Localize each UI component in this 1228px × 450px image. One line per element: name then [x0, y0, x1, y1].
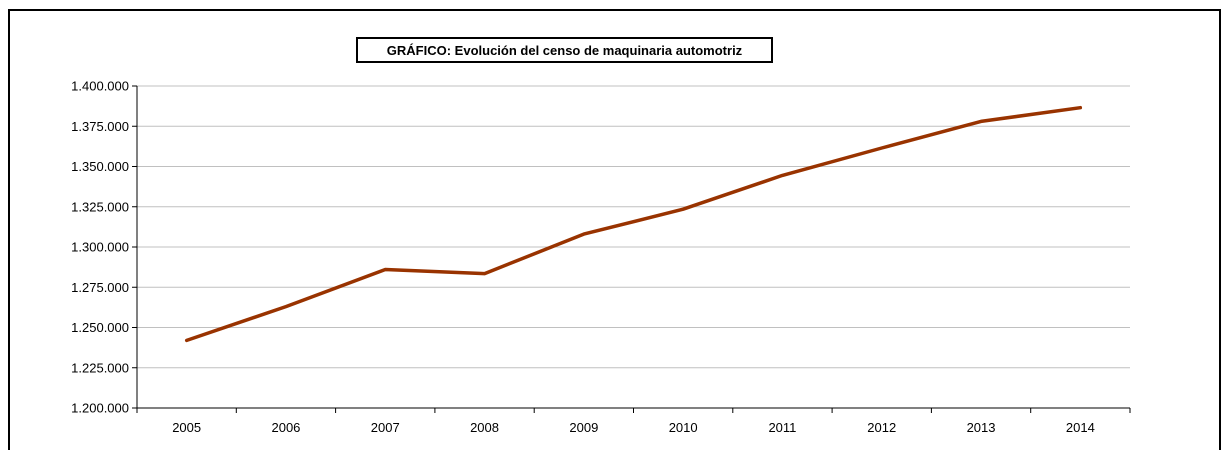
y-tick-label: 1.250.000 — [71, 320, 129, 335]
chart-title: GRÁFICO: Evolución del censo de maquinar… — [387, 43, 743, 58]
y-tick-label: 1.200.000 — [71, 401, 129, 416]
y-tick-label: 1.300.000 — [71, 240, 129, 255]
x-tick-label: 2010 — [669, 420, 698, 435]
x-tick-label: 2006 — [271, 420, 300, 435]
x-tick-label: 2013 — [967, 420, 996, 435]
y-tick-label: 1.375.000 — [71, 119, 129, 134]
y-tick-label: 1.400.000 — [71, 79, 129, 94]
chart-title-group: GRÁFICO: Evolución del censo de maquinar… — [356, 37, 773, 63]
x-tick-label: 2009 — [569, 420, 598, 435]
y-tick-label: 1.325.000 — [71, 199, 129, 214]
y-tick-labels: 1.200.000 1.225.000 1.250.000 1.275.000 1.30… — [71, 79, 129, 416]
chart-title-box — [356, 37, 773, 63]
x-tick-label: 2011 — [768, 420, 796, 435]
x-tick-label: 2005 — [172, 420, 201, 435]
x-tick-labels: 2005 2006 2007 2008 2009 2010 2011 2012 2013 2014 — [172, 420, 1095, 435]
x-tick-label: 2014 — [1066, 420, 1095, 435]
x-tick-label: 2012 — [867, 420, 896, 435]
series — [184, 105, 1083, 343]
gridlines — [137, 85, 1130, 369]
y-tick-label: 1.225.000 — [71, 360, 129, 375]
y-tick-label: 1.350.000 — [71, 159, 129, 174]
x-tick-label: 2007 — [371, 420, 400, 435]
chart-frame — [8, 9, 1221, 450]
axes — [132, 85, 1131, 413]
y-tick-label: 1.275.000 — [71, 280, 129, 295]
x-tick-label: 2008 — [470, 420, 499, 435]
series-line — [184, 105, 1083, 343]
